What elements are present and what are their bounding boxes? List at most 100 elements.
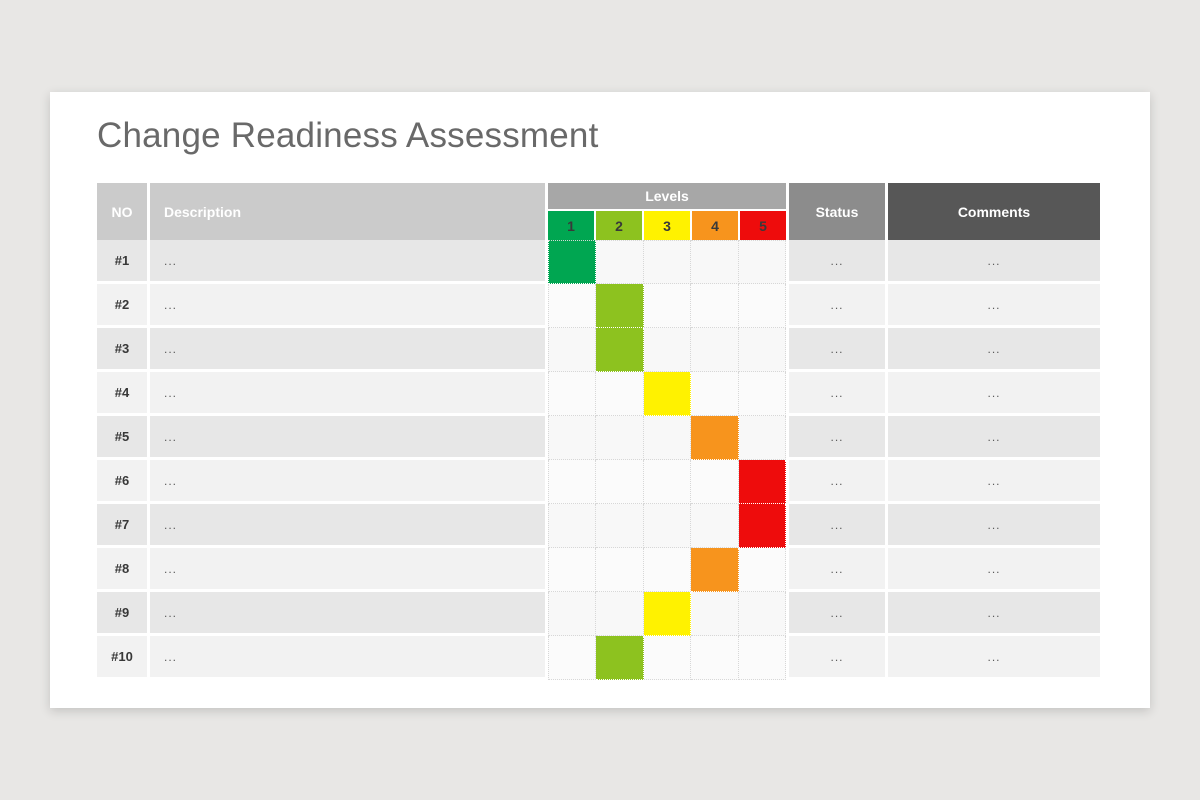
level-cell (691, 504, 739, 548)
comments-cell: ... (888, 240, 1100, 281)
level-cells (548, 416, 787, 460)
level-cell (738, 240, 787, 284)
level-cells (548, 284, 787, 328)
comments-cell: ... (888, 372, 1100, 413)
description-cell: ... (150, 504, 545, 545)
table-row: #9......... (97, 592, 1100, 636)
description-cell: ... (150, 460, 545, 501)
table-row: #6......... (97, 460, 1100, 504)
level-cell-filled (643, 592, 692, 636)
status-cell: ... (789, 328, 885, 369)
description-cell: ... (150, 328, 545, 369)
table-row: #2......... (97, 284, 1100, 328)
description-cell: ... (150, 592, 545, 633)
level-scale-cell: 3 (644, 211, 690, 240)
level-cell (691, 636, 739, 680)
level-cells (548, 240, 787, 284)
level-cells (548, 328, 787, 372)
comments-cell: ... (888, 460, 1100, 501)
level-cell (596, 548, 644, 592)
table-body: #1......... #2......... #3......... #4.....… (97, 240, 1100, 680)
row-number-cell: #1 (97, 240, 147, 281)
level-cell (738, 592, 787, 636)
level-cell (548, 636, 597, 680)
level-cells (548, 460, 787, 504)
level-cell-filled (643, 372, 692, 416)
level-cell (691, 240, 739, 284)
status-cell: ... (789, 548, 885, 589)
level-cell (548, 328, 597, 372)
row-number-cell: #9 (97, 592, 147, 633)
status-cell: ... (789, 592, 885, 633)
level-cell (643, 504, 692, 548)
column-header-description: Description (150, 183, 545, 240)
level-scale-cell: 1 (548, 211, 594, 240)
level-scale-cell: 4 (692, 211, 738, 240)
row-number-cell: #10 (97, 636, 147, 677)
level-cell-filled (596, 284, 644, 328)
level-cell (596, 504, 644, 548)
level-cell (691, 460, 739, 504)
level-scale-cell: 5 (740, 211, 786, 240)
level-cell (596, 372, 644, 416)
column-header-status: Status (789, 183, 885, 240)
row-number-cell: #3 (97, 328, 147, 369)
status-cell: ... (789, 372, 885, 413)
column-header-no: NO (97, 183, 147, 240)
level-cells (548, 504, 787, 548)
status-cell: ... (789, 284, 885, 325)
table-row: #8......... (97, 548, 1100, 592)
row-number-cell: #2 (97, 284, 147, 325)
comments-cell: ... (888, 636, 1100, 677)
status-cell: ... (789, 636, 885, 677)
row-number-cell: #6 (97, 460, 147, 501)
level-cell (643, 284, 692, 328)
comments-cell: ... (888, 548, 1100, 589)
comments-cell: ... (888, 416, 1100, 457)
column-header-comments: Comments (888, 183, 1100, 240)
level-cell (691, 328, 739, 372)
level-cell-filled (738, 504, 787, 548)
level-cell (596, 592, 644, 636)
level-cell (643, 636, 692, 680)
level-cell (738, 372, 787, 416)
level-cells (548, 548, 787, 592)
column-header-levels: Levels (548, 183, 786, 209)
level-cell (643, 328, 692, 372)
level-cell (548, 416, 597, 460)
level-cell (691, 372, 739, 416)
level-cell (596, 416, 644, 460)
comments-cell: ... (888, 328, 1100, 369)
comments-cell: ... (888, 284, 1100, 325)
level-cell (548, 548, 597, 592)
row-number-cell: #5 (97, 416, 147, 457)
level-cell (738, 416, 787, 460)
table-row: #10......... (97, 636, 1100, 680)
status-cell: ... (789, 240, 885, 281)
slide-card: Change Readiness Assessment NO Descripti… (50, 92, 1150, 708)
level-cells (548, 372, 787, 416)
level-cell (548, 504, 597, 548)
description-cell: ... (150, 284, 545, 325)
level-cell (548, 372, 597, 416)
level-cell (548, 460, 597, 504)
status-cell: ... (789, 504, 885, 545)
table-row: #1......... (97, 240, 1100, 284)
level-cell (596, 460, 644, 504)
level-cell-filled (738, 460, 787, 504)
status-cell: ... (789, 416, 885, 457)
table-row: #3......... (97, 328, 1100, 372)
level-cell (738, 328, 787, 372)
level-cell-filled (548, 240, 597, 284)
level-cells (548, 592, 787, 636)
description-cell: ... (150, 372, 545, 413)
description-cell: ... (150, 548, 545, 589)
row-number-cell: #7 (97, 504, 147, 545)
level-cell (643, 416, 692, 460)
level-cell (548, 592, 597, 636)
level-cell (691, 592, 739, 636)
